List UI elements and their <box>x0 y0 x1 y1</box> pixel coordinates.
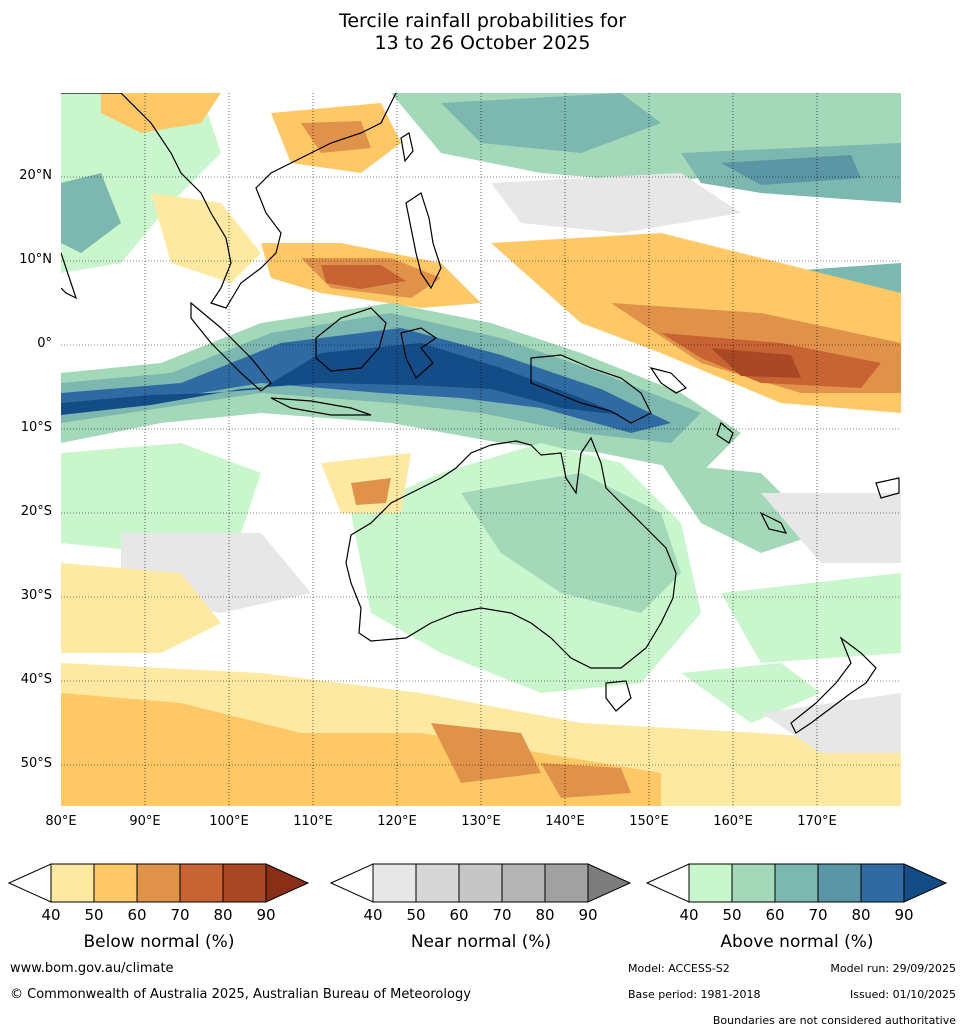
above-swatch-4 <box>817 863 862 903</box>
below-normal-label: Below normal (%) <box>83 932 235 952</box>
lon-label-150e: 150°E <box>629 814 669 829</box>
philippines-coastline <box>405 192 442 290</box>
near-tick: 70 <box>492 906 512 924</box>
lon-label-90e: 90°E <box>129 814 161 829</box>
java-coastline <box>270 397 372 416</box>
new-guinea-coastline <box>530 354 652 424</box>
lon-label-120e: 120°E <box>377 814 417 829</box>
base-period: Base period: 1981-2018 <box>628 988 761 1001</box>
lon-label-130e: 130°E <box>461 814 501 829</box>
borneo-coastline <box>315 307 387 372</box>
lon-label-80e: 80°E <box>45 814 77 829</box>
below-tick: 80 <box>213 906 233 924</box>
lat-label-10n: 10°N <box>19 252 52 267</box>
near-normal-label: Near normal (%) <box>410 932 552 952</box>
title-line-1: Tercile rainfall probabilities for <box>338 10 627 32</box>
model-name: Model: ACCESS-S2 <box>628 962 730 975</box>
below-swatch-4 <box>179 863 224 903</box>
near-swatch-4 <box>501 863 546 903</box>
website-link[interactable]: www.bom.gov.au/climate <box>10 961 174 976</box>
taiwan-coastline <box>400 132 414 163</box>
above-normal-label: Above normal (%) <box>720 932 874 952</box>
probability-shading <box>61 93 901 806</box>
above-tick: 40 <box>679 906 699 924</box>
lat-label-20n: 20°N <box>19 168 52 183</box>
sumatra-coastline <box>190 301 272 392</box>
below-normal-colorbar <box>8 863 310 903</box>
lat-label-0: 0° <box>37 336 52 351</box>
title-line-2: 13 to 26 October 2025 <box>374 32 591 54</box>
lat-label-20s: 20°S <box>20 504 52 519</box>
above-swatch-1 <box>688 863 733 903</box>
map-title: Tercile rainfall probabilities for 13 to… <box>0 10 965 54</box>
near-tick: 40 <box>363 906 383 924</box>
above-swatch-6 <box>903 863 948 903</box>
below-tick: 90 <box>256 906 276 924</box>
lon-label-170e: 170°E <box>797 814 837 829</box>
near-normal-colorbar <box>330 863 632 903</box>
tasmania-coastline <box>605 680 632 712</box>
below-tick: 70 <box>170 906 190 924</box>
sulawesi-coastline <box>400 327 438 379</box>
india-coastline <box>61 252 78 300</box>
below-swatch-3 <box>136 863 181 903</box>
below-tick: 50 <box>84 906 104 924</box>
above-tick: 50 <box>722 906 742 924</box>
lon-label-100e: 100°E <box>209 814 249 829</box>
lat-label-10s: 10°S <box>20 420 52 435</box>
map-canvas <box>61 93 901 806</box>
near-tick: 50 <box>406 906 426 924</box>
lat-label-30s: 30°S <box>20 588 52 603</box>
below-swatch-1 <box>50 863 95 903</box>
near-swatch-5 <box>544 863 589 903</box>
below-swatch-5 <box>222 863 267 903</box>
near-tick: 60 <box>449 906 469 924</box>
lat-label-50s: 50°S <box>20 756 52 771</box>
near-swatch-2 <box>415 863 460 903</box>
lon-label-160e: 160°E <box>713 814 753 829</box>
below-tick: 40 <box>41 906 61 924</box>
near-tick: 80 <box>535 906 555 924</box>
above-swatch-2 <box>731 863 776 903</box>
above-tick: 70 <box>808 906 828 924</box>
near-swatch-3 <box>458 863 503 903</box>
near-swatch-0 <box>330 863 374 903</box>
below-tick: 60 <box>127 906 147 924</box>
below-swatch-6 <box>265 863 310 903</box>
model-run: Model run: 29/09/2025 <box>830 962 956 975</box>
graticule <box>61 93 901 806</box>
near-tick: 90 <box>578 906 598 924</box>
below-swatch-2 <box>93 863 138 903</box>
issued-date: Issued: 01/10/2025 <box>849 988 956 1001</box>
asia-coastline <box>61 93 397 309</box>
new-zealand-coastline <box>790 636 877 734</box>
above-swatch-0 <box>646 863 690 903</box>
below-swatch-0 <box>8 863 52 903</box>
australia-coastline <box>345 436 677 669</box>
boundaries-disclaimer: Boundaries are not considered authoritat… <box>712 1014 956 1027</box>
near-swatch-6 <box>587 863 632 903</box>
above-swatch-5 <box>860 863 905 903</box>
rainfall-probability-map <box>61 93 901 806</box>
copyright: © Commonwealth of Australia 2025, Austra… <box>10 987 471 1002</box>
coastlines <box>61 93 900 734</box>
near-swatch-1 <box>372 863 417 903</box>
above-tick: 80 <box>851 906 871 924</box>
above-normal-colorbar <box>646 863 948 903</box>
lon-label-110e: 110°E <box>293 814 333 829</box>
above-swatch-3 <box>774 863 819 903</box>
lon-label-140e: 140°E <box>545 814 585 829</box>
above-tick: 90 <box>894 906 914 924</box>
lat-label-40s: 40°S <box>20 672 52 687</box>
above-tick: 60 <box>765 906 785 924</box>
